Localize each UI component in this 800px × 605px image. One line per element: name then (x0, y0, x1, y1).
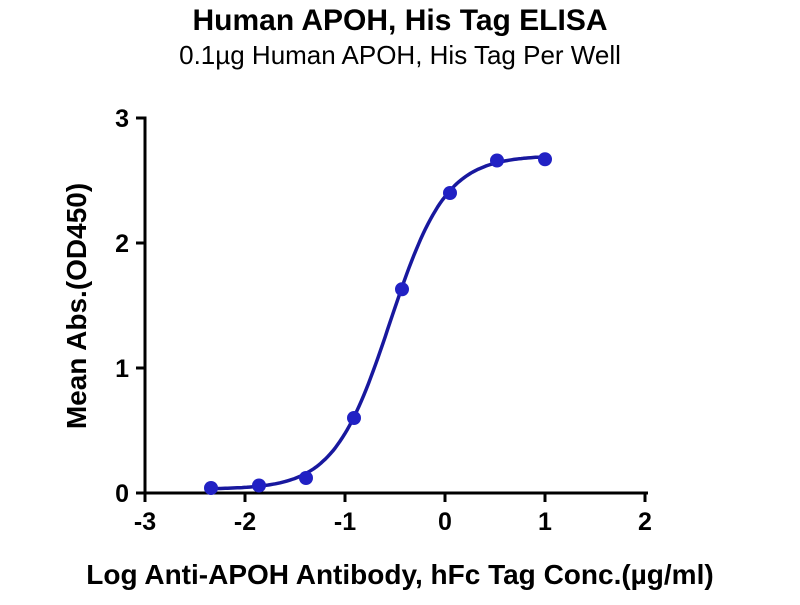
x-tick-label: 0 (438, 508, 452, 536)
data-point (347, 411, 361, 425)
y-tick-label: 1 (115, 355, 129, 383)
fit-curve (209, 155, 547, 491)
data-point (490, 153, 504, 168)
x-axis-label: Log Anti-APOH Antibody, hFc Tag Conc.(µg… (86, 559, 713, 590)
chart-title: Human APOH, His Tag ELISA (192, 4, 607, 37)
data-point (252, 478, 266, 493)
data-point (204, 481, 218, 495)
x-tick-label: -2 (234, 508, 256, 536)
y-tick-label: 2 (115, 230, 129, 258)
x-tick-label: -1 (334, 508, 356, 536)
plot-area: -3 -2 -1 0 1 2 0 1 2 3 (115, 105, 652, 536)
x-tick-label: -3 (134, 508, 156, 536)
y-tick-label: 0 (115, 480, 129, 508)
data-point (395, 282, 409, 297)
data-point (299, 471, 313, 485)
y-axis-label: Mean Abs.(OD450) (61, 183, 92, 429)
data-point (538, 152, 552, 167)
y-tick-label: 3 (115, 105, 129, 133)
data-point (443, 186, 457, 200)
x-tick-label: 2 (638, 508, 652, 536)
x-tick-label: 1 (538, 508, 552, 536)
chart-subtitle: 0.1µg Human APOH, His Tag Per Well (179, 40, 621, 70)
